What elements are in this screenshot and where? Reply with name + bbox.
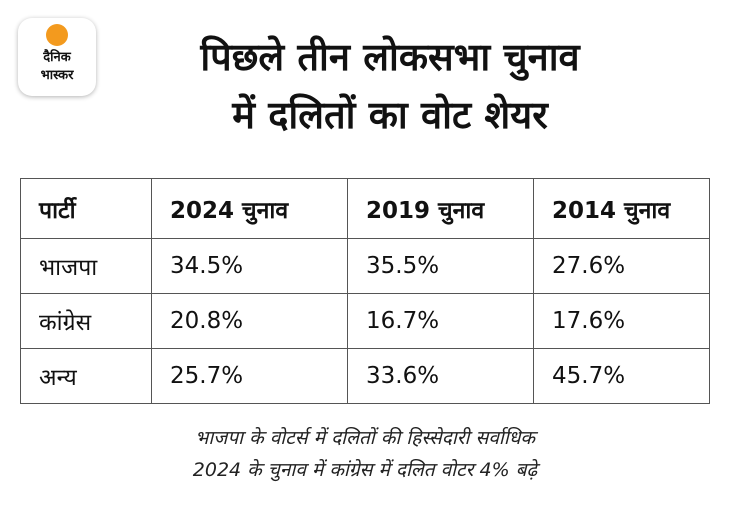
logo: दैनिक भास्कर: [18, 18, 96, 96]
footer-line: भाजपा के वोटर्स में दलितों की हिस्सेदारी…: [194, 427, 536, 449]
logo-sun: [46, 24, 68, 46]
table: पार्टी 2024 चुनाव 2019 चुनाव 2014 चुनाव …: [20, 178, 710, 404]
column-header: 2014 चुनाव: [533, 178, 710, 239]
value-cell: 27.6%: [533, 238, 710, 294]
logo-text: दैनिक: [43, 50, 71, 65]
value-cell: 25.7%: [151, 348, 348, 404]
footer: भाजपा के वोटर्स में दलितों की हिस्सेदारी…: [0, 422, 730, 486]
table-row: अन्य 25.7% 33.6% 45.7%: [20, 348, 710, 404]
title-line: पिछले तीन लोकसभा चुनाव: [200, 35, 580, 79]
value-cell: 16.7%: [347, 293, 534, 349]
value-cell: 33.6%: [347, 348, 534, 404]
table-row: कांग्रेस 20.8% 16.7% 17.6%: [20, 293, 710, 349]
column-header: 2024 चुनाव: [151, 178, 348, 239]
value-cell: 20.8%: [151, 293, 348, 349]
header-row: पार्टी 2024 चुनाव 2019 चुनाव 2014 चुनाव: [20, 178, 710, 239]
title-line: में दलितों का वोट शेयर: [232, 93, 548, 137]
party-cell: अन्य: [20, 348, 152, 404]
value-cell: 34.5%: [151, 238, 348, 294]
logo-text: भास्कर: [40, 68, 74, 83]
footer-line: 2024 के चुनाव में कांग्रेस में दलित वोटर…: [192, 459, 538, 481]
value-cell: 45.7%: [533, 348, 710, 404]
title: पिछले तीन लोकसभा चुनाव में दलितों का वोट…: [110, 28, 670, 144]
table-body: भाजपा 34.5% 35.5% 27.6% कांग्रेस 20.8% 16.7% 17…: [20, 238, 710, 404]
party-cell: कांग्रेस: [20, 293, 152, 349]
column-header: पार्टी: [20, 178, 152, 239]
party-cell: भाजपा: [20, 238, 152, 294]
value-cell: 35.5%: [347, 238, 534, 294]
value-cell: 17.6%: [533, 293, 710, 349]
column-header: 2019 चुनाव: [347, 178, 534, 239]
table-row: भाजपा 34.5% 35.5% 27.6%: [20, 238, 710, 294]
